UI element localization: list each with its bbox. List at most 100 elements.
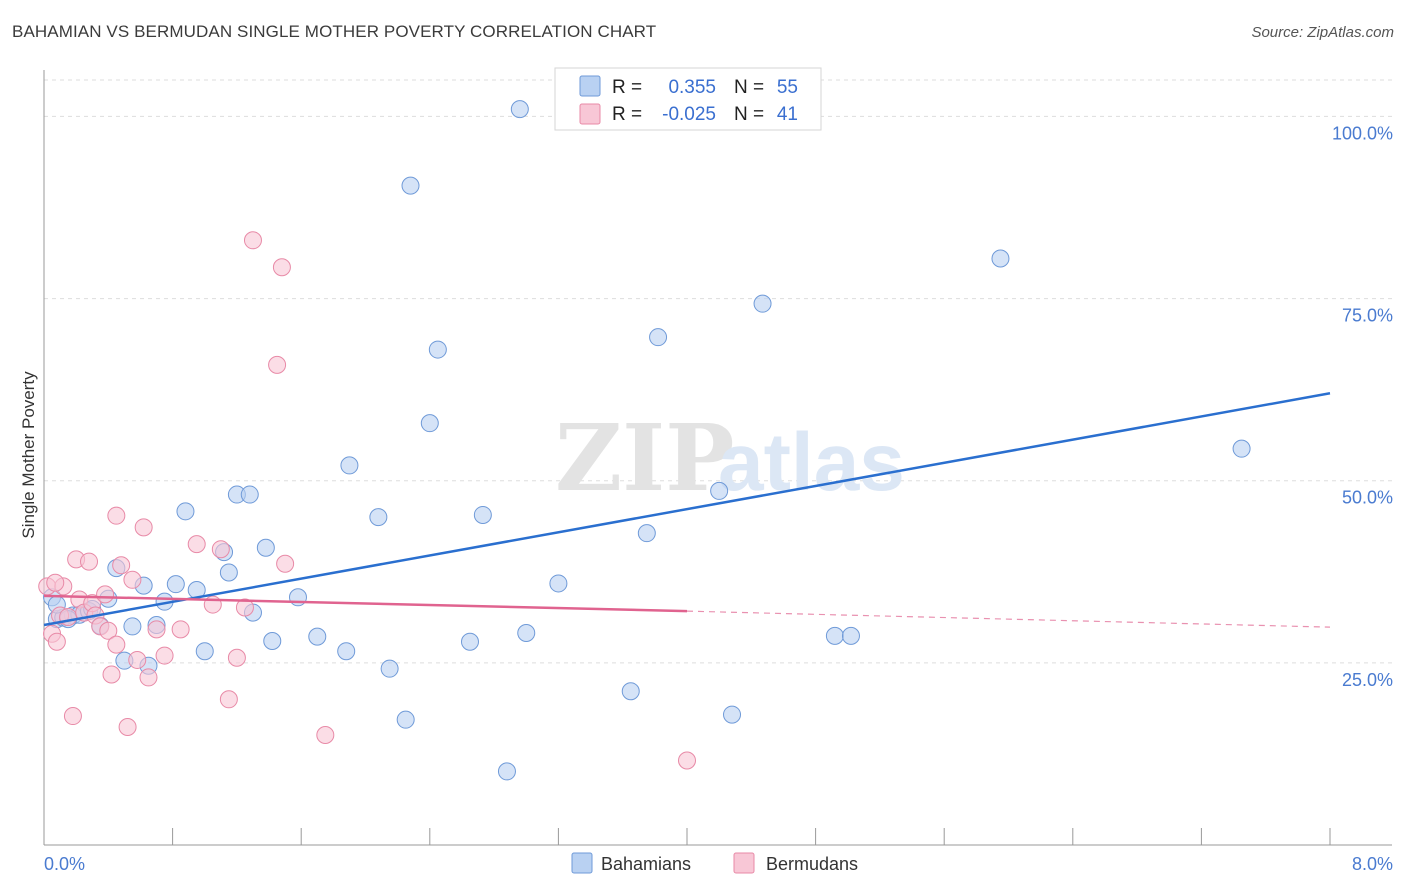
- pink-swatch: [579, 103, 601, 125]
- bahamian-point: [621, 682, 640, 701]
- legend-bahamians-swatch: [571, 852, 593, 874]
- blue-swatch: [579, 75, 601, 97]
- bermudan-point: [155, 646, 174, 665]
- bermudan-point: [316, 725, 335, 744]
- y-tick-label: 25.0%: [1342, 670, 1393, 690]
- y-tick-labels: 25.0% 50.0% 75.0% 100.0%: [1332, 123, 1393, 689]
- bahamian-point: [510, 100, 529, 119]
- bahamian-point: [308, 627, 327, 646]
- bahamian-point: [401, 176, 420, 195]
- bermudan-point: [134, 518, 153, 537]
- bermudan-point: [96, 585, 115, 604]
- y-tick-label: 100.0%: [1332, 123, 1393, 143]
- bahamian-point: [340, 456, 359, 475]
- bahamian-point: [649, 328, 668, 347]
- bermudan-point: [227, 648, 246, 667]
- stats-legend: R = 0.355 N = 55 R = -0.025 N = 41: [554, 67, 822, 131]
- pink-n-value: 41: [777, 104, 798, 125]
- bermudan-point: [211, 540, 230, 559]
- y-axis-title: Single Mother Poverty: [19, 371, 38, 539]
- watermark-zip: ZIP: [555, 404, 734, 512]
- watermark-atlas: atlas: [718, 417, 905, 508]
- bahamian-point: [176, 502, 195, 521]
- bahamian-point: [473, 505, 492, 524]
- source-label: Source: ZipAtlas.com: [1251, 24, 1394, 41]
- bahamian-point: [195, 642, 214, 661]
- legend-bermudans-label: Bermudans: [766, 854, 858, 874]
- blue-r-value: 0.355: [668, 77, 716, 98]
- blue-r-label: R =: [612, 77, 642, 98]
- trend-lines: [43, 392, 1331, 628]
- bahamian-point: [396, 710, 415, 729]
- bermudan-point: [171, 620, 190, 639]
- bahamian-point: [420, 414, 439, 433]
- blue-n-value: 55: [777, 77, 798, 98]
- pink-r-label: R =: [612, 104, 642, 125]
- bahamian-point: [753, 294, 772, 313]
- bahamian-point: [369, 508, 388, 527]
- bermudan-point: [99, 621, 118, 640]
- bahamian-point: [240, 485, 259, 504]
- bahamian-point: [517, 623, 536, 642]
- bermudan-point: [235, 598, 254, 617]
- bahamian-point: [166, 575, 185, 594]
- x-tick-label-max: 8.0%: [1352, 854, 1393, 874]
- chart-title: BAHAMIAN VS BERMUDAN SINGLE MOTHER POVER…: [12, 22, 657, 41]
- bermudan-point: [112, 556, 131, 575]
- bermudan-point: [80, 552, 99, 571]
- bahamian-point: [841, 626, 860, 645]
- bahamian-point: [637, 524, 656, 543]
- bermudan-point: [102, 665, 121, 684]
- bahamian-point: [256, 538, 275, 557]
- bermudan-point: [47, 632, 66, 651]
- bermudan-point: [46, 573, 65, 592]
- watermark: ZIP atlas: [555, 404, 905, 512]
- bahamian-point: [549, 574, 568, 593]
- bermudan-point: [187, 535, 206, 554]
- bermudan-trend-line-extension: [686, 610, 1331, 628]
- pink-n-label: N =: [734, 104, 764, 125]
- bermudan-point: [107, 506, 126, 525]
- bermudan-point: [243, 231, 262, 250]
- bahamian-point: [380, 659, 399, 678]
- bahamian-point: [497, 762, 516, 781]
- pink-r-value: -0.025: [662, 104, 716, 125]
- bermudan-point: [147, 620, 166, 639]
- bahamian-point: [825, 626, 844, 645]
- bahamian-trend-line: [43, 392, 1331, 627]
- bermudan-point: [268, 355, 287, 374]
- bahamian-point: [337, 642, 356, 661]
- bermudan-point: [678, 751, 696, 770]
- bermudan-point: [276, 554, 295, 573]
- blue-n-label: N =: [734, 77, 764, 98]
- axes: [43, 70, 1392, 846]
- y-tick-label: 75.0%: [1342, 306, 1393, 326]
- legend-bermudans-swatch: [733, 852, 755, 874]
- bottom-legend: Bahamians Bermudans: [571, 852, 858, 874]
- bermudan-point: [63, 707, 82, 726]
- bahamian-point: [991, 249, 1010, 268]
- bahamian-point: [219, 563, 238, 582]
- bahamian-point: [428, 340, 447, 359]
- bermudan-point: [219, 690, 238, 709]
- y-tick-label: 50.0%: [1342, 488, 1393, 508]
- bermudan-point: [272, 258, 291, 277]
- bahamian-point: [460, 632, 479, 651]
- bahamian-point: [263, 632, 282, 650]
- bermudan-point: [139, 668, 158, 687]
- legend-bahamians-label: Bahamians: [601, 854, 691, 874]
- data-points: [38, 100, 1251, 781]
- bermudan-trend-line: [43, 594, 688, 613]
- x-tick-label-min: 0.0%: [44, 854, 85, 874]
- bahamian-point: [1232, 439, 1251, 458]
- bermudan-point: [123, 570, 142, 589]
- x-ticks: [43, 828, 1331, 845]
- bahamian-point: [123, 617, 142, 636]
- bermudan-point: [107, 635, 126, 654]
- grid-lines: [44, 79, 1392, 664]
- bermudan-point: [128, 650, 147, 669]
- bermudan-point: [118, 717, 137, 736]
- bahamian-point: [710, 481, 729, 500]
- bahamian-point: [723, 705, 742, 724]
